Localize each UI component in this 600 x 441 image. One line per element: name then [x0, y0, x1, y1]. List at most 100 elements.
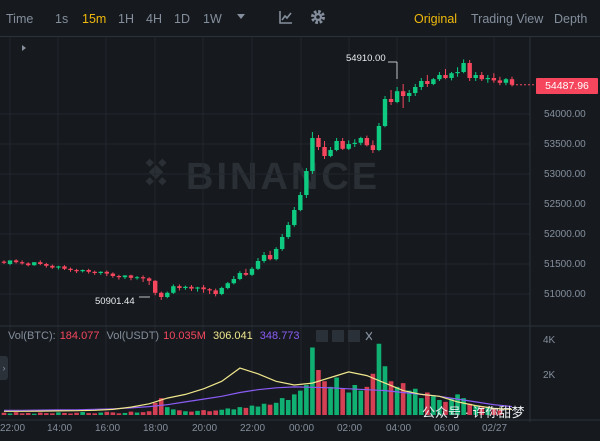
- candle-body: [310, 138, 315, 171]
- candle-body: [431, 79, 436, 84]
- view-tradingview[interactable]: Trading View: [471, 12, 544, 26]
- gear-icon[interactable]: [310, 9, 326, 25]
- candle-body: [38, 262, 43, 264]
- volume-bar: [279, 398, 285, 415]
- candle-body: [140, 277, 146, 279]
- volume-bar: [328, 386, 333, 415]
- candle-body: [334, 141, 339, 150]
- candle-body: [425, 81, 430, 84]
- candle-body: [455, 72, 460, 74]
- eye-icon: [316, 330, 328, 342]
- volume-bar: [74, 412, 79, 415]
- candle-body: [116, 276, 122, 278]
- volume-bar: [358, 390, 364, 415]
- candle-body: [237, 273, 243, 279]
- chevron-down-icon[interactable]: [236, 13, 246, 21]
- volume-bar: [255, 406, 261, 415]
- volume-bar: [152, 402, 158, 415]
- volume-bar: [388, 381, 394, 415]
- volume-bar: [116, 413, 122, 415]
- volume-bar: [201, 410, 206, 415]
- time-tick: 00:00: [289, 423, 315, 434]
- candle-body: [19, 262, 25, 264]
- candle-body: [316, 138, 321, 147]
- volume-bar: [86, 413, 91, 415]
- candle-body: [152, 280, 158, 293]
- candle-body: [406, 93, 412, 96]
- candle-body: [346, 144, 351, 149]
- price-tick: 51000.00: [544, 289, 586, 300]
- interval-15m[interactable]: 15m: [82, 12, 107, 26]
- candle-body: [255, 261, 261, 269]
- candle-body: [461, 63, 466, 72]
- candle-body: [467, 63, 472, 78]
- candle-body: [92, 271, 97, 273]
- interval-1d[interactable]: 1D: [174, 12, 190, 26]
- candle-body: [364, 138, 370, 146]
- time-tick: 02/27: [482, 423, 508, 434]
- candle-body: [443, 75, 448, 78]
- time-tick: 02:00: [337, 423, 363, 434]
- volume-bar: [431, 396, 436, 415]
- volume-bar: [171, 409, 176, 415]
- volume-bar: [479, 407, 485, 415]
- candle-body: [400, 91, 406, 96]
- volume-bar: [298, 390, 303, 415]
- indicator-icon[interactable]: [278, 9, 294, 25]
- price-tick: 51500.00: [544, 259, 586, 270]
- volume-tick: 4K: [543, 335, 556, 346]
- volume-bar: [285, 400, 291, 415]
- volume-bar: [491, 409, 497, 415]
- candle-body: [419, 81, 424, 87]
- volume-bar: [322, 381, 327, 415]
- candle-body: [304, 171, 309, 195]
- candle-body: [261, 255, 267, 261]
- volume-bar: [213, 410, 218, 415]
- candle-body: [98, 271, 103, 273]
- volume-bar: [364, 386, 370, 415]
- candle-body: [225, 283, 230, 288]
- wechat-overlay: 公众号 · 许你甜梦: [422, 405, 525, 420]
- candle-body: [376, 126, 382, 150]
- candle-body: [509, 79, 515, 85]
- volume-bar: [310, 347, 315, 415]
- candle-body: [503, 79, 509, 83]
- price-tick: 52000.00: [544, 229, 586, 240]
- interval-4h[interactable]: 4H: [146, 12, 162, 26]
- interval-1h[interactable]: 1H: [118, 12, 134, 26]
- binance-watermark: BINANCE: [186, 156, 381, 198]
- candle-body: [146, 278, 152, 281]
- candle-body: [104, 271, 110, 274]
- current-price-badge: 54487.96: [536, 78, 598, 94]
- candle-body: [68, 268, 73, 270]
- collapse-tab[interactable]: ›: [0, 356, 8, 380]
- candle-body: [473, 75, 478, 78]
- interval-1s[interactable]: 1s: [55, 12, 69, 26]
- ma2-value: 348.773: [259, 330, 300, 342]
- candle-body: [159, 292, 164, 297]
- candle-body: [56, 266, 61, 268]
- volume-bar: [25, 412, 31, 415]
- price-tick: 52500.00: [544, 199, 586, 210]
- candle-body: [25, 263, 31, 266]
- vol-usdt-value: 10.035M: [163, 330, 206, 342]
- candle-body: [243, 273, 249, 275]
- view-depth[interactable]: Depth: [554, 12, 588, 26]
- volume-bar: [189, 411, 194, 415]
- candle-body: [249, 268, 255, 275]
- volume-bar: [207, 411, 212, 415]
- volume-bar: [467, 403, 472, 415]
- candle-body: [50, 265, 55, 268]
- volume-legend-controls[interactable]: [316, 329, 372, 343]
- volume-bar: [473, 405, 479, 415]
- volume-bar: [352, 385, 358, 415]
- volume-bar: [449, 398, 454, 415]
- view-original[interactable]: Original: [414, 12, 458, 26]
- candle-body: [267, 255, 273, 260]
- interval-1w[interactable]: 1W: [203, 12, 222, 26]
- volume-bar: [455, 394, 460, 415]
- candle-body: [32, 262, 37, 266]
- gear-icon: [332, 330, 344, 342]
- candlestick-chart[interactable]: [0, 37, 600, 441]
- vol-btc-label: Vol(BTC):: [8, 330, 56, 342]
